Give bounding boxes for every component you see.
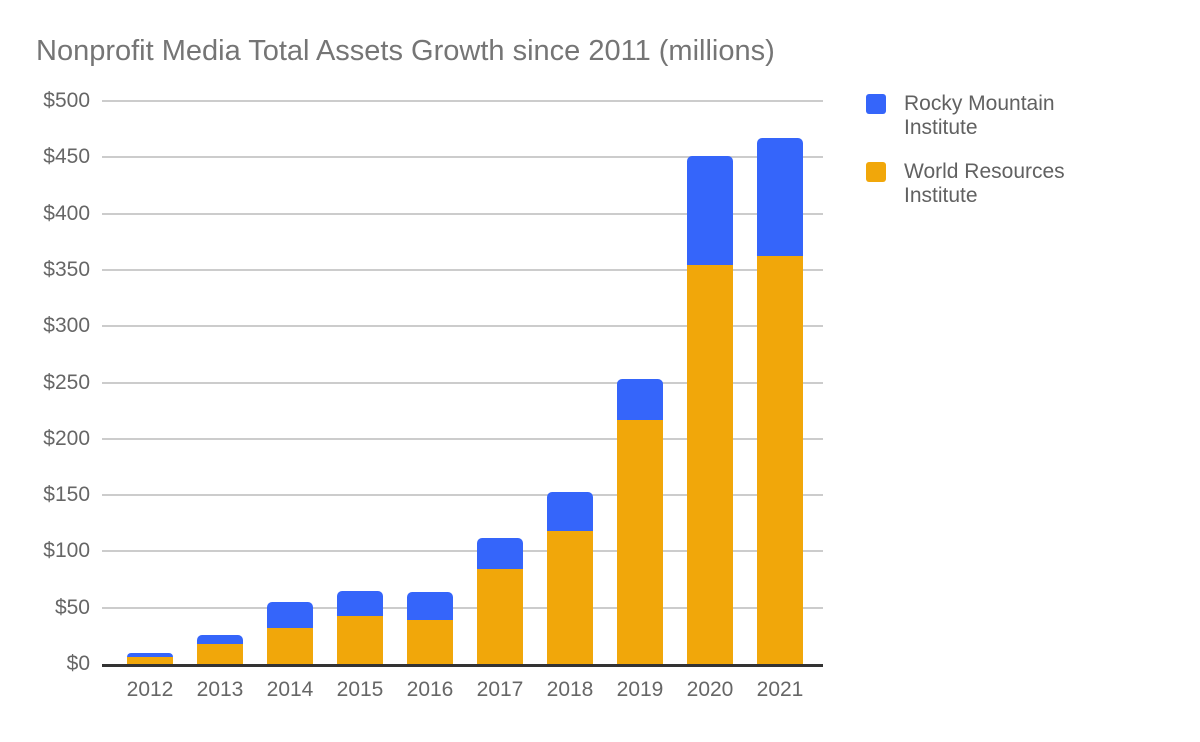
x-axis-label-2016: 2016 [406, 678, 454, 701]
x-axis-label-2015: 2015 [336, 678, 384, 701]
bar-2016-rocky-mountain-institute[interactable] [407, 592, 453, 621]
legend-swatch-world-resources-institute-icon [866, 162, 886, 182]
x-axis-label-2014: 2014 [266, 678, 314, 701]
x-axis-label-2021: 2021 [756, 678, 804, 701]
y-axis-tick-label: $450 [43, 145, 90, 169]
y-axis-tick-label: $0 [66, 652, 90, 675]
y-axis-tick-label: $400 [43, 201, 90, 225]
y-axis-tick-label: $300 [43, 314, 90, 338]
x-axis-label-2017: 2017 [476, 678, 524, 701]
bar-2021-rocky-mountain-institute[interactable] [757, 138, 803, 257]
bar-2015-world-resources-institute[interactable] [337, 615, 383, 664]
bar-2014-world-resources-institute[interactable] [267, 628, 313, 664]
bar-2018-rocky-mountain-institute[interactable] [547, 491, 593, 532]
gridline [102, 494, 823, 497]
y-axis-tick-label: $350 [43, 257, 90, 281]
bar-2017-world-resources-institute[interactable] [477, 569, 523, 664]
gridline [102, 437, 823, 440]
bar-2013-rocky-mountain-institute[interactable] [197, 634, 243, 644]
gridline [102, 550, 823, 553]
gridline [102, 212, 823, 215]
x-axis-label-2013: 2013 [196, 678, 244, 701]
bar-2012-world-resources-institute[interactable] [127, 657, 173, 664]
plot-area [102, 100, 823, 667]
x-axis-label-2019: 2019 [616, 678, 664, 701]
legend-label: World Resources Institute [904, 160, 1065, 207]
bar-2012-rocky-mountain-institute[interactable] [127, 652, 173, 658]
y-axis-tick-label: $250 [43, 370, 90, 394]
bar-2013-world-resources-institute[interactable] [197, 643, 243, 664]
bar-2016-world-resources-institute[interactable] [407, 620, 453, 664]
legend-swatch-rocky-mountain-institute-icon [866, 94, 886, 114]
bar-2020-world-resources-institute[interactable] [687, 265, 733, 664]
x-axis-label-2020: 2020 [686, 678, 734, 701]
legend-item-rocky-mountain-institute: Rocky Mountain Institute [866, 92, 1096, 140]
gridline [102, 381, 823, 384]
chart-title: Nonprofit Media Total Assets Growth sinc… [36, 35, 775, 67]
bar-2020-rocky-mountain-institute[interactable] [687, 156, 733, 266]
y-axis-tick-label: $50 [54, 595, 90, 619]
x-axis-label-2018: 2018 [546, 678, 594, 701]
gridline [102, 325, 823, 328]
legend-item-world-resources-institute: World Resources Institute [866, 160, 1096, 208]
y-axis-tick-label: $100 [43, 539, 90, 563]
bar-2015-rocky-mountain-institute[interactable] [337, 590, 383, 616]
bar-2018-world-resources-institute[interactable] [547, 531, 593, 664]
gridline [102, 100, 823, 102]
bar-2014-rocky-mountain-institute[interactable] [267, 602, 313, 628]
bar-2021-world-resources-institute[interactable] [757, 256, 803, 664]
gridline [102, 156, 823, 159]
bar-2019-world-resources-institute[interactable] [617, 419, 663, 664]
x-axis-label-2012: 2012 [126, 678, 174, 701]
gridline [102, 268, 823, 271]
bar-2017-rocky-mountain-institute[interactable] [477, 537, 523, 570]
y-axis-tick-label: $500 [43, 89, 90, 112]
y-axis-tick-label: $200 [43, 426, 90, 450]
legend-label: Rocky Mountain Institute [904, 92, 1055, 139]
y-axis-tick-label: $150 [43, 483, 90, 507]
legend: Rocky Mountain Institute World Resources… [866, 92, 1096, 228]
gridline [102, 606, 823, 609]
bar-2019-rocky-mountain-institute[interactable] [617, 379, 663, 420]
